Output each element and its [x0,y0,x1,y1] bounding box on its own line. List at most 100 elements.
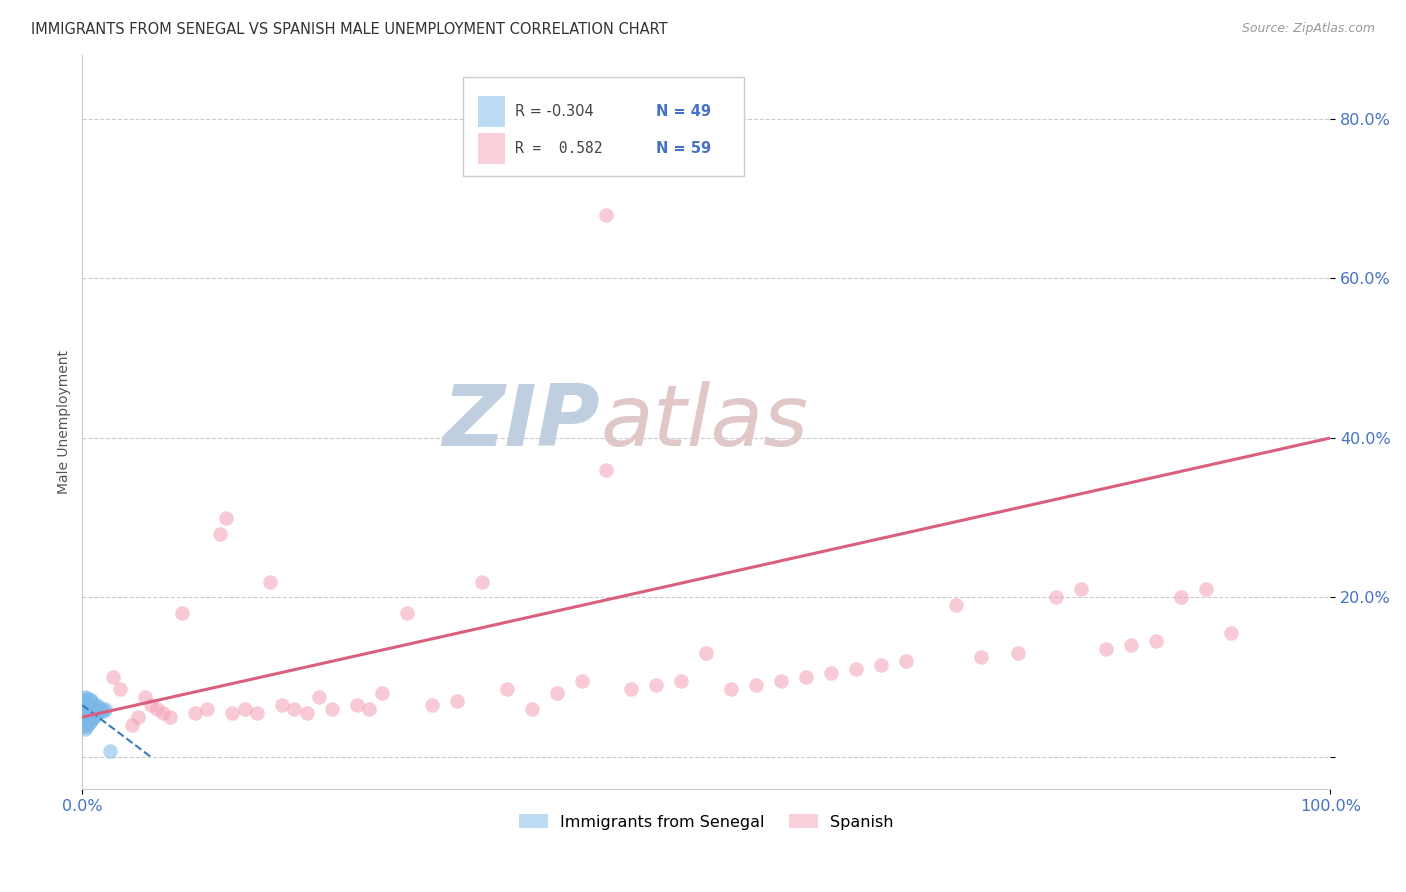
Point [90,704,112,718]
Point [146,702,169,716]
Point [134,690,156,705]
Point [295,706,318,720]
Point [73,696,96,710]
Point [72,706,94,720]
Text: R = -0.304: R = -0.304 [516,104,595,120]
Point [76,696,98,710]
Point [1170,591,1192,605]
Point [745,678,768,692]
Point [395,607,418,621]
Point [1219,626,1241,640]
Point [77,694,100,708]
Text: atlas: atlas [600,381,808,464]
Point [139,698,162,713]
Point [83,710,105,724]
Point [845,662,868,676]
Point [82,704,104,718]
Point [195,702,218,716]
Point [73,690,96,705]
Point [93,704,115,718]
Text: N = 49: N = 49 [657,104,711,120]
FancyBboxPatch shape [463,77,744,177]
Point [620,682,643,697]
Point [76,708,98,723]
Point [83,708,105,723]
Text: IMMIGRANTS FROM SENEGAL VS SPANISH MALE UNEMPLOYMENT CORRELATION CHART: IMMIGRANTS FROM SENEGAL VS SPANISH MALE … [31,22,668,37]
Point [246,706,269,720]
Point [77,716,100,731]
Point [77,706,100,721]
Point [121,718,143,732]
Point [79,699,101,714]
Point [283,702,305,716]
Point [75,698,97,713]
Legend: Immigrants from Senegal, Spanish: Immigrants from Senegal, Spanish [512,807,900,836]
Point [371,686,394,700]
Point [84,698,107,713]
Point [183,706,205,720]
Point [695,646,717,660]
Point [495,682,517,697]
Point [208,526,231,541]
Point [321,702,343,716]
Point [108,682,131,697]
Point [595,463,617,477]
Text: R =  0.582: R = 0.582 [516,141,603,156]
Point [870,658,893,673]
Point [79,693,101,707]
Point [73,700,96,714]
Point [1194,582,1216,597]
Point [1094,642,1116,657]
Point [359,702,381,716]
Point [75,720,97,734]
Point [94,702,117,716]
Point [127,710,149,724]
Text: Source: ZipAtlas.com: Source: ZipAtlas.com [1241,22,1375,36]
Point [720,682,742,697]
Point [446,694,468,708]
Point [308,690,330,705]
Point [221,706,243,720]
Point [82,698,104,712]
Point [945,599,967,613]
Point [794,670,817,684]
Point [75,704,97,718]
Point [671,674,693,689]
Point [79,714,101,729]
Text: N = 59: N = 59 [657,141,711,156]
Point [346,698,368,713]
Point [75,710,97,724]
Text: ZIP: ZIP [443,381,600,464]
Point [72,694,94,708]
Point [103,670,125,684]
Point [159,710,181,724]
Point [76,718,98,732]
Point [571,674,593,689]
Point [76,702,98,716]
Point [73,712,96,726]
Point [91,702,114,716]
Point [75,692,97,706]
Point [89,702,111,716]
Point [420,698,443,713]
Point [645,678,668,692]
Point [970,650,993,665]
Point [80,698,103,713]
Point [83,702,105,716]
Point [1144,634,1167,648]
Point [73,722,96,736]
Point [80,692,103,706]
Point [79,706,101,720]
Point [520,702,543,716]
Point [83,700,105,714]
FancyBboxPatch shape [478,133,505,164]
Point [1070,582,1092,597]
Point [72,718,94,732]
Point [259,574,281,589]
Point [80,713,103,727]
Point [86,698,108,713]
Point [77,700,100,714]
Point [471,574,494,589]
Point [1119,638,1142,652]
Point [271,698,294,713]
